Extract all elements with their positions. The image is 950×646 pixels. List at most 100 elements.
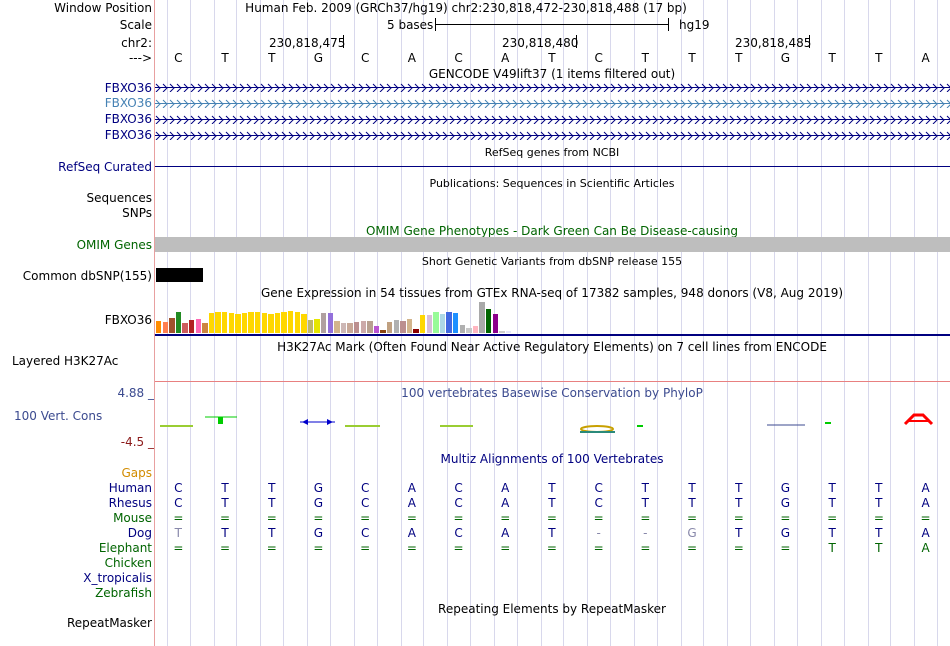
gridline: [936, 0, 938, 646]
gtex-tissue-bar[interactable]: [347, 323, 353, 333]
track-label-column: Window Position Scale chr2: ---> FBXO36 …: [0, 0, 154, 646]
gtex-tissue-bar[interactable]: [294, 312, 300, 333]
gtex-tissue-bar[interactable]: [215, 312, 221, 333]
gtex-tissue-bar[interactable]: [446, 312, 452, 333]
alignment-base-dog: A: [407, 526, 416, 540]
gtex-tissue-bar[interactable]: [426, 315, 432, 333]
species-label-xtropicalis[interactable]: X_tropicalis: [83, 571, 152, 585]
gencode-gene-label-1[interactable]: FBXO36: [104, 81, 152, 95]
gtex-tissue-bar[interactable]: [373, 326, 380, 333]
gtex-tissue-bar[interactable]: [235, 314, 241, 333]
gtex-tissue-bar[interactable]: [288, 311, 294, 333]
species-label-dog[interactable]: Dog: [127, 526, 152, 540]
repeatmasker-label[interactable]: RepeatMasker: [66, 616, 152, 630]
gtex-tissue-bar[interactable]: [222, 312, 228, 333]
gtex-tissue-bar[interactable]: [156, 320, 162, 333]
species-label-mouse[interactable]: Mouse: [113, 511, 152, 525]
species-label-chicken[interactable]: Chicken: [104, 556, 152, 570]
h3k27ac-label[interactable]: Layered H3K27Ac: [12, 354, 119, 368]
gtex-tissue-bar[interactable]: [387, 322, 393, 333]
gtex-tissue-bar[interactable]: [182, 323, 188, 333]
omim-gene-bar[interactable]: [155, 237, 950, 252]
species-label-human[interactable]: Human: [108, 481, 152, 495]
gtex-tissue-bar[interactable]: [433, 312, 439, 333]
gtex-tissue-bar[interactable]: [393, 319, 399, 333]
phylop-track-label[interactable]: 100 Vert. Cons: [14, 409, 103, 423]
reference-base: A: [407, 51, 416, 65]
alignment-base-human: C: [454, 481, 463, 495]
species-label-zebrafish[interactable]: Zebrafish: [95, 586, 152, 600]
reference-base: T: [268, 51, 276, 65]
gtex-tissue-bar[interactable]: [486, 308, 492, 333]
omim-genes-label[interactable]: OMIM Genes: [76, 238, 152, 252]
gtex-tissue-bar[interactable]: [307, 319, 314, 333]
gtex-tissue-bar[interactable]: [321, 313, 327, 333]
gtex-tissue-bar[interactable]: [505, 330, 512, 333]
gtex-tissue-bar[interactable]: [208, 313, 215, 333]
gtex-tissue-bar[interactable]: [169, 317, 175, 333]
gtex-tissue-bar[interactable]: [261, 313, 267, 333]
gtex-tissue-bar[interactable]: [248, 312, 254, 333]
species-label-rhesus[interactable]: Rhesus: [108, 496, 152, 510]
alignment-base-dog: T: [735, 526, 743, 540]
snps-label[interactable]: SNPs: [122, 206, 152, 220]
gtex-tissue-bar[interactable]: [189, 319, 195, 333]
gtex-tissue-bar[interactable]: [380, 329, 386, 333]
gtex-tissue-bar[interactable]: [228, 313, 234, 333]
gtex-tissue-bar[interactable]: [340, 323, 347, 333]
gtex-expression-bars[interactable]: [156, 300, 556, 333]
gtex-tissue-bar[interactable]: [406, 318, 413, 333]
sequences-label[interactable]: Sequences: [86, 191, 152, 205]
gaps-label[interactable]: Gaps: [121, 466, 152, 480]
gencode-gene-label-3[interactable]: FBXO36: [104, 112, 152, 126]
species-label-elephant[interactable]: Elephant: [98, 541, 152, 555]
gtex-tissue-bar[interactable]: [360, 320, 366, 333]
window-position-label: Window Position: [54, 1, 152, 15]
gtex-tissue-bar[interactable]: [466, 327, 472, 333]
gencode-gene-label-2[interactable]: FBXO36: [104, 96, 152, 110]
gtex-tissue-bar[interactable]: [255, 312, 261, 333]
gencode-gene-label-4[interactable]: FBXO36: [104, 128, 152, 142]
gtex-tissue-bar[interactable]: [420, 315, 426, 333]
gtex-tissue-bar[interactable]: [241, 313, 248, 333]
dbsnp-variant[interactable]: [156, 268, 203, 282]
alignment-base-elephant: T: [875, 541, 883, 555]
refseq-curated-label[interactable]: RefSeq Curated: [58, 160, 152, 174]
phylop-conservation-plot[interactable]: [155, 405, 950, 440]
dbsnp-label[interactable]: Common dbSNP(155): [22, 269, 152, 283]
gridline: [796, 0, 798, 646]
gtex-tissue-bar[interactable]: [281, 312, 287, 333]
gtex-tissue-bar[interactable]: [459, 325, 465, 333]
alignment-base-rhesus: T: [548, 496, 556, 510]
alignment-base-elephant: =: [406, 541, 417, 555]
refseq-transcript[interactable]: [155, 166, 950, 167]
gtex-tissue-bar[interactable]: [479, 302, 485, 333]
gtex-tissue-bar[interactable]: [195, 318, 201, 333]
gtex-tissue-bar[interactable]: [314, 318, 320, 333]
alignment-base-rhesus: A: [407, 496, 416, 510]
gtex-tissue-bar[interactable]: [334, 320, 340, 333]
gtex-tissue-bar[interactable]: [499, 330, 505, 333]
gtex-tissue-bar[interactable]: [301, 314, 307, 333]
gtex-tissue-bar[interactable]: [413, 328, 419, 333]
gtex-tissue-bar[interactable]: [453, 313, 459, 333]
gencode-transcript-2-arrows: [155, 98, 950, 108]
gtex-tissue-bar[interactable]: [439, 314, 446, 333]
gtex-tissue-bar[interactable]: [400, 320, 406, 333]
gtex-tissue-bar[interactable]: [175, 312, 182, 333]
track-data-area[interactable]: Human Feb. 2009 (GRCh37/hg19) chr2:230,8…: [155, 0, 950, 646]
gtex-tissue-bar[interactable]: [327, 313, 333, 333]
gtex-tissue-bar[interactable]: [274, 313, 281, 333]
alignment-base-rhesus: T: [735, 496, 743, 510]
gtex-tissue-bar[interactable]: [202, 323, 208, 333]
gtex-tissue-bar[interactable]: [492, 314, 498, 333]
gtex-tissue-bar[interactable]: [268, 314, 274, 333]
gtex-tissue-bar[interactable]: [367, 320, 373, 333]
alignment-base-rhesus: G: [313, 496, 324, 510]
gtex-tissue-bar[interactable]: [162, 322, 168, 333]
gtex-gene-label[interactable]: FBXO36: [104, 313, 152, 327]
gtex-tissue-bar[interactable]: [354, 322, 360, 333]
gtex-tissue-bar[interactable]: [472, 326, 479, 333]
alignment-base-human: T: [828, 481, 836, 495]
